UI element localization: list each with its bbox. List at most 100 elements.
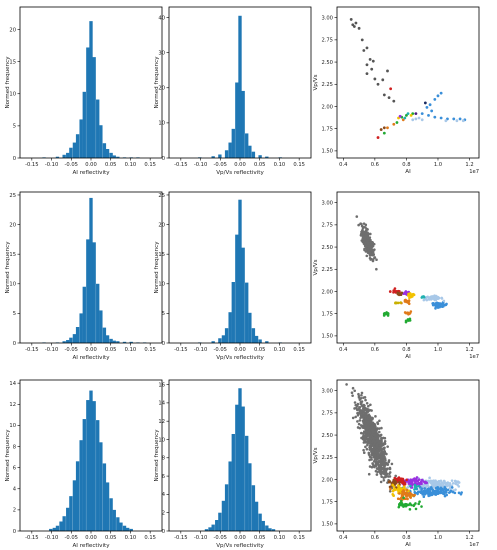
x-axis-label: AI — [405, 542, 411, 548]
scatter-point — [428, 103, 432, 107]
plot-area — [198, 15, 282, 158]
scatter-point — [371, 251, 375, 254]
histogram-bar — [228, 312, 232, 343]
scatter-point — [448, 486, 452, 490]
scatter-point — [392, 485, 396, 488]
x-tick-label: -0.05 — [65, 535, 78, 541]
x-tick-label: -0.15 — [174, 347, 187, 353]
histogram-bar — [92, 242, 96, 343]
scatter-point — [360, 391, 364, 395]
histogram-bar — [129, 528, 133, 531]
scatter-point — [368, 458, 371, 462]
scatter-point — [407, 299, 411, 302]
scatter-point — [402, 490, 406, 494]
scatter-point — [399, 301, 403, 304]
scatter-point — [368, 446, 372, 450]
scatter-point — [359, 222, 362, 225]
scatter-point — [392, 289, 395, 292]
scatter-point — [388, 475, 392, 478]
y-tick-label: 20 — [9, 222, 16, 228]
y-tick-label: 0 — [162, 156, 165, 162]
scatter-point — [375, 467, 379, 470]
histogram-bar — [66, 152, 70, 158]
scatter-point — [361, 436, 364, 440]
y-tick-label: 5 — [13, 311, 16, 317]
scatter-point — [422, 480, 425, 483]
plot-area — [49, 390, 133, 531]
histogram-bar — [62, 154, 66, 158]
x-tick-label: 1.2 — [465, 535, 473, 541]
scatter-point — [371, 438, 375, 442]
scatter-point — [357, 26, 361, 30]
scatter-point — [420, 487, 424, 490]
y-tick-label: 8 — [162, 456, 165, 462]
x-tick-label: 0.05 — [254, 162, 266, 168]
y-tick-label: 1.50 — [321, 522, 333, 528]
panel-9: 0.4 0.6 0.8 1.0 1.2 1.50 1.75 2.00 2.25 2.50 2.75 3… — [313, 379, 480, 548]
y-tick-label: 10 — [158, 121, 165, 127]
scatter-point — [409, 113, 413, 117]
scatter-point — [351, 386, 355, 390]
scatter-point — [362, 49, 366, 52]
y-tick-label: 2.00 — [321, 477, 333, 483]
scatter-point — [420, 112, 424, 115]
x-tick-label: 1.0 — [434, 162, 442, 168]
scatter-point — [352, 25, 356, 28]
x-axis-label: Vp/Vs reflectivity — [216, 543, 264, 549]
y-tick-label: 2.00 — [321, 289, 333, 295]
scatter-point — [388, 472, 391, 476]
y-tick-label: 1.75 — [321, 499, 333, 505]
histogram-bar — [238, 388, 242, 531]
histogram-bar — [268, 528, 272, 531]
scatter-point — [428, 476, 431, 480]
scatter-point — [439, 116, 443, 120]
y-tick-label: 3.00 — [321, 15, 333, 21]
histogram-bar — [99, 310, 103, 343]
y-tick-label: 25 — [9, 193, 16, 199]
scatter-point — [439, 486, 443, 490]
scatter-point — [450, 486, 454, 489]
scatter-point — [414, 117, 418, 121]
histogram-bar — [224, 328, 229, 343]
scatter-point — [365, 72, 369, 76]
scatter-point — [423, 487, 427, 490]
y-tick-label: 15 — [9, 252, 16, 258]
y-tick-label: 2.75 — [321, 411, 333, 417]
scatter-point — [423, 491, 427, 495]
scatter-point — [354, 403, 358, 407]
scatter-point — [400, 494, 404, 497]
x-tick-label: 0.6 — [371, 347, 379, 353]
scatter-point — [366, 418, 369, 421]
y-axis-label: Vp/Vs — [313, 74, 319, 90]
histogram-bar — [105, 482, 110, 531]
y-tick-label: 2.25 — [321, 82, 333, 88]
scatter-point — [379, 480, 383, 484]
histogram-bar — [228, 142, 232, 158]
y-tick-label: 10 — [158, 282, 165, 288]
scatter-point — [379, 467, 382, 471]
scatter-point — [371, 248, 375, 252]
scatter-point — [387, 459, 391, 462]
axes-frame — [336, 191, 480, 344]
y-tick-label: 2.00 — [321, 104, 333, 110]
histogram-bar — [92, 57, 96, 158]
scatter-point — [438, 490, 441, 494]
x-tick-label: 0.15 — [144, 162, 156, 168]
scatter-point — [382, 453, 385, 457]
scatter-point — [395, 121, 399, 124]
scatter-point — [357, 223, 360, 227]
x-tick-label: 0.4 — [339, 535, 348, 541]
x-tick-label: 0.00 — [234, 347, 246, 353]
y-tick-label: 0 — [162, 341, 165, 347]
panel-6: 0.4 0.6 0.8 1.0 1.2 1.50 1.75 2.00 2.25 2.50 2.75 3… — [313, 191, 480, 360]
scatter-point — [427, 488, 431, 491]
scatter-point — [373, 426, 377, 430]
scatter-point — [455, 119, 459, 123]
x-tick-label: 0.15 — [293, 535, 305, 541]
scatter-point — [363, 430, 366, 434]
scatter-point — [369, 243, 373, 247]
scatter-point — [380, 444, 383, 447]
y-axis-label: Normed frequency — [5, 241, 11, 294]
scatter-point — [444, 303, 448, 306]
scatter-point — [406, 497, 409, 501]
